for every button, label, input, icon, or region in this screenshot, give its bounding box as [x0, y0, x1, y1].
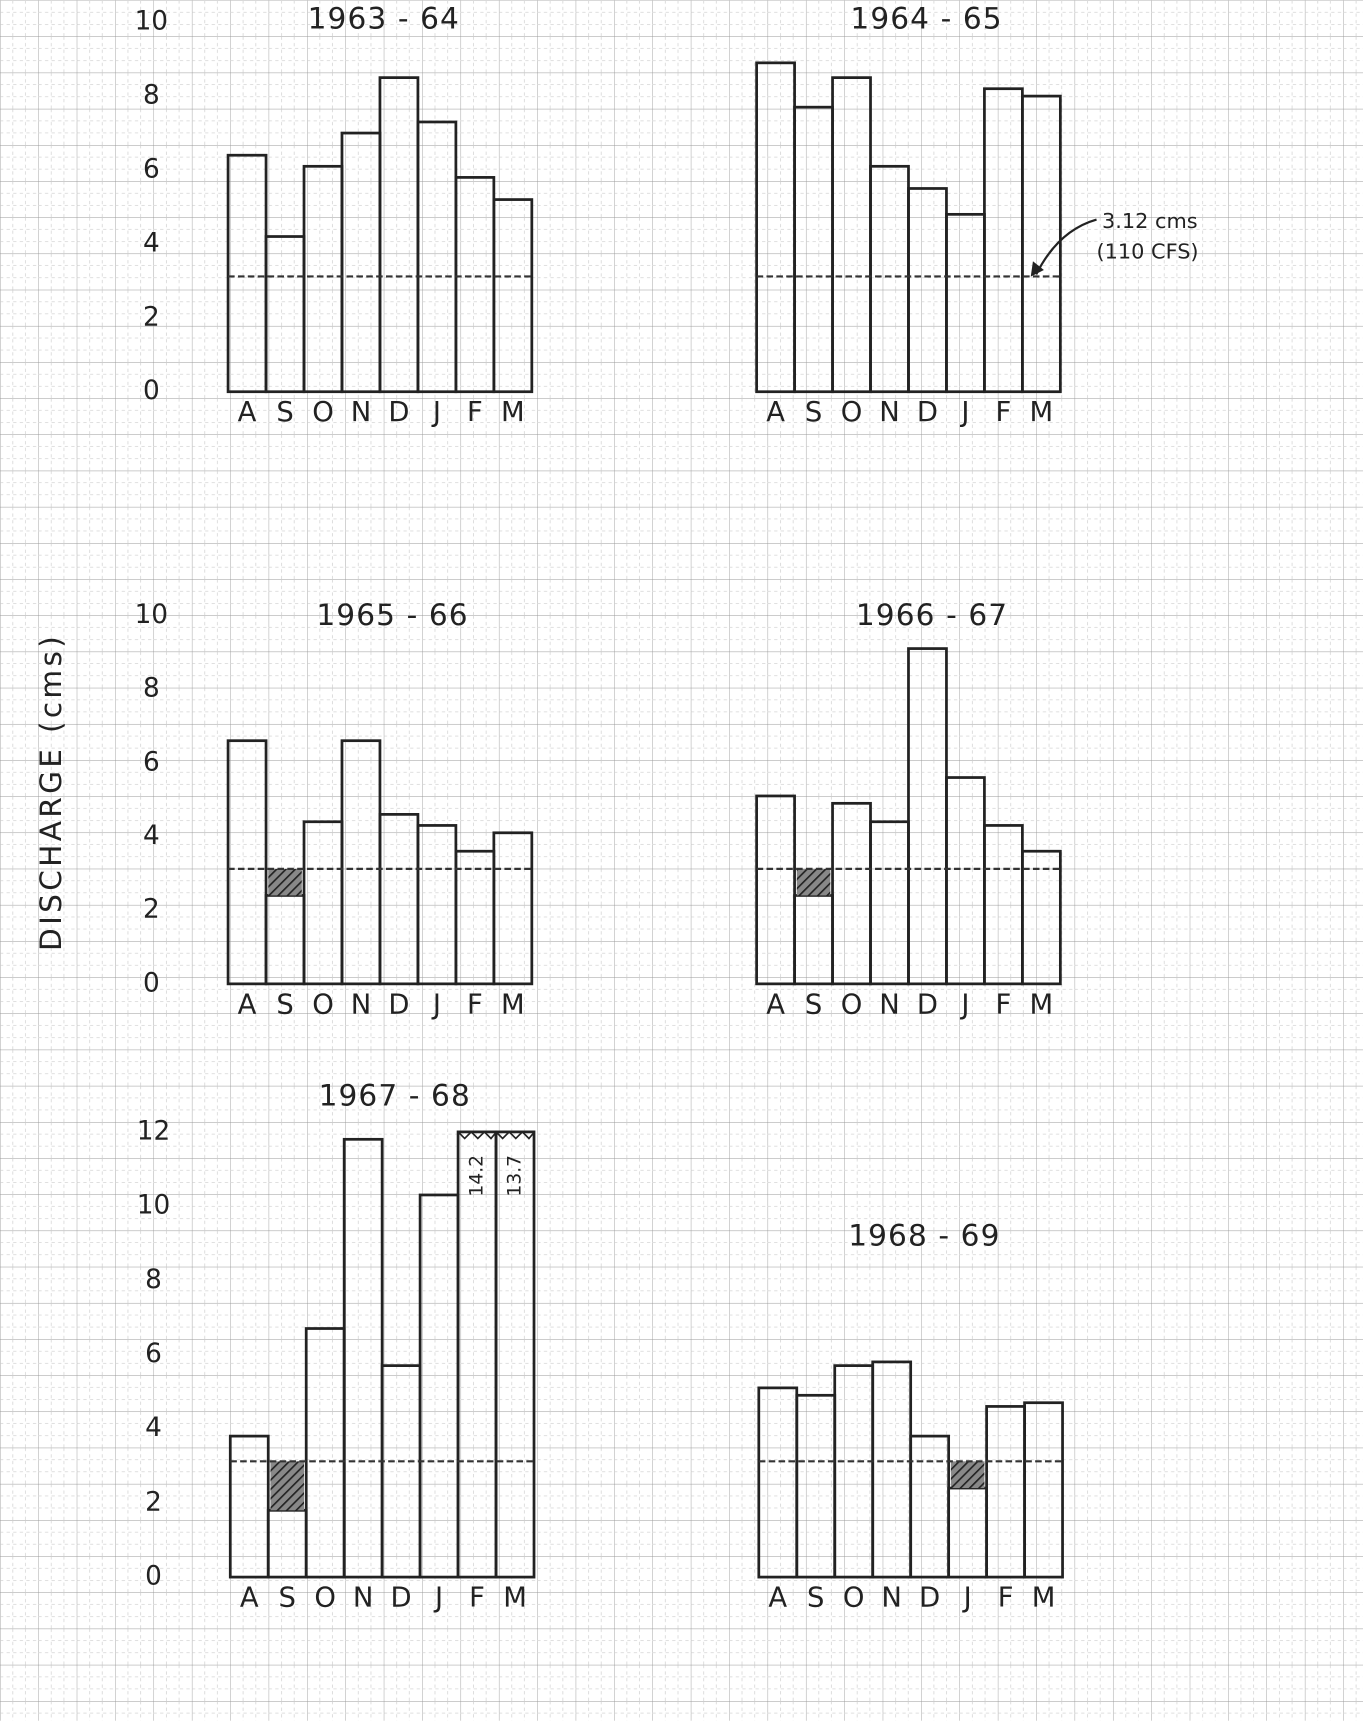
shortfall [950, 1461, 985, 1489]
annotation-arrow [1035, 218, 1097, 275]
x-tick-label: O [312, 989, 334, 1020]
y-tick-label: 6 [145, 1339, 162, 1369]
annotation-arrowhead [1030, 261, 1044, 277]
value-label: 13.7 [505, 1155, 526, 1196]
x-tick-label: S [807, 1583, 824, 1614]
x-tick-label: J [433, 1583, 443, 1614]
x-tick-label: O [314, 1583, 336, 1614]
x-tick-label: S [279, 1583, 296, 1614]
bar [1021, 849, 1062, 986]
x-tick-label: J [431, 989, 441, 1020]
x-tick-label: J [959, 989, 969, 1020]
y-tick-label: 0 [145, 1562, 162, 1592]
x-tick-label: A [238, 397, 257, 428]
x-tick-label: N [881, 1583, 902, 1614]
shortfall [796, 868, 831, 896]
x-tick-label: A [766, 397, 785, 428]
x-tick-label: A [240, 1583, 259, 1614]
x-tick-label: O [843, 1583, 865, 1614]
x-tick-label: A [766, 989, 785, 1020]
x-tick-label: M [503, 1583, 527, 1614]
x-tick-label: N [351, 397, 372, 428]
value-label: 14.2 [467, 1155, 488, 1196]
y-tick-label: 8 [143, 674, 160, 704]
x-tick-label: D [919, 1583, 940, 1614]
bar [226, 739, 268, 986]
y-tick-label: 10 [135, 7, 168, 37]
x-tick-label: N [879, 397, 900, 428]
x-tick-label: F [469, 1583, 485, 1614]
annotation: (110 CFS) [1097, 239, 1199, 263]
shortfall [268, 868, 302, 896]
x-tick-label: F [467, 989, 483, 1020]
bar [492, 831, 534, 986]
y-tick-label: 0 [143, 376, 160, 406]
bar [1023, 1401, 1064, 1579]
x-tick-label: J [959, 397, 969, 428]
x-tick-label: M [501, 989, 525, 1020]
panel-title: 1967 - 68 [319, 1078, 471, 1112]
x-tick-label: N [353, 1583, 374, 1614]
x-tick-label: S [276, 397, 293, 428]
y-tick-label: 2 [143, 895, 160, 925]
x-tick-label: S [276, 989, 293, 1020]
shortfall [270, 1461, 305, 1511]
x-tick-label: N [351, 989, 372, 1020]
panel-title: 1966 - 67 [856, 598, 1008, 632]
y-tick-label: 0 [143, 968, 160, 998]
x-tick-label: D [917, 397, 938, 428]
x-tick-label: D [388, 989, 409, 1020]
x-tick-label: J [962, 1583, 972, 1614]
y-tick-label: 2 [143, 302, 160, 332]
x-tick-label: N [879, 989, 900, 1020]
x-tick-label: F [996, 397, 1012, 428]
x-tick-label: O [312, 397, 334, 428]
panel-title: 1963 - 64 [308, 2, 460, 36]
x-tick-label: O [841, 989, 863, 1020]
y-tick-label: 10 [135, 600, 168, 630]
y-tick-label: 6 [143, 155, 160, 185]
y-tick-label: 2 [145, 1487, 162, 1517]
y-axis-label: DISCHARGE (cms) [34, 633, 68, 951]
y-tick-label: 8 [145, 1265, 162, 1295]
x-tick-label: M [1032, 1583, 1056, 1614]
x-tick-label: O [841, 397, 863, 428]
panel-title: 1964 - 65 [850, 2, 1002, 36]
x-tick-label: D [388, 397, 409, 428]
y-tick-label: 4 [145, 1413, 162, 1443]
annotation: 3.12 cms [1102, 209, 1198, 233]
x-tick-label: F [998, 1583, 1014, 1614]
bar [228, 1434, 270, 1579]
x-tick-label: M [1030, 989, 1054, 1020]
break-mark [495, 1130, 536, 1140]
x-tick-label: D [917, 989, 938, 1020]
x-tick-label: A [768, 1583, 787, 1614]
bar [1021, 94, 1062, 394]
x-tick-label: F [996, 989, 1012, 1020]
bar [342, 1137, 384, 1579]
y-tick-label: 10 [137, 1191, 170, 1221]
x-tick-label: A [238, 989, 257, 1020]
x-tick-label: S [805, 397, 822, 428]
y-tick-label: 4 [143, 821, 160, 851]
y-tick-label: 6 [143, 747, 160, 777]
x-tick-label: S [805, 989, 822, 1020]
x-tick-label: M [501, 397, 525, 428]
bar [492, 198, 534, 394]
y-tick-label: 4 [143, 228, 160, 258]
y-tick-label: 8 [143, 81, 160, 111]
x-tick-label: J [431, 397, 441, 428]
break-mark [457, 1130, 498, 1140]
y-tick-label: 12 [137, 1116, 170, 1146]
x-tick-label: M [1030, 397, 1054, 428]
panel-title: 1965 - 66 [316, 598, 468, 632]
panel-title: 1968 - 69 [848, 1219, 1000, 1253]
x-tick-label: F [467, 397, 483, 428]
x-tick-label: D [391, 1583, 412, 1614]
bar [755, 794, 796, 986]
bar [494, 1130, 536, 1579]
